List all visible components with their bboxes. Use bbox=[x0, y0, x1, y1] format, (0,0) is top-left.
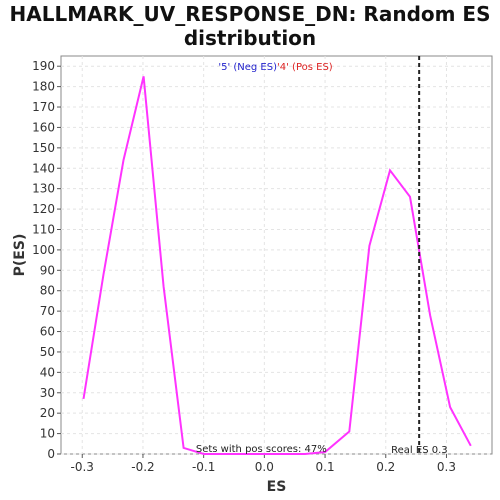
x-axis-label: ES bbox=[267, 479, 287, 495]
y-tick-label: 180 bbox=[32, 80, 55, 94]
x-tick-label: -0.1 bbox=[192, 460, 215, 474]
y-axis: 0 10 20 30 40 50 60 70 80 90 100 110 120 130 140 150 160… bbox=[32, 59, 61, 461]
y-tick-label: 150 bbox=[32, 141, 55, 155]
x-tick-label: 0.3 bbox=[437, 460, 456, 474]
x-tick-label: 0.2 bbox=[376, 460, 395, 474]
legend-pos-es: '4' (Pos ES) bbox=[277, 62, 333, 73]
y-tick-label: 100 bbox=[32, 243, 55, 257]
random-es-series-line bbox=[82, 76, 472, 455]
y-tick-label: 0 bbox=[47, 447, 55, 461]
pos-scores-annotation: Sets with pos scores: 47% bbox=[196, 444, 327, 455]
y-tick-label: 20 bbox=[40, 406, 55, 420]
y-tick-label: 40 bbox=[40, 365, 55, 379]
y-tick-label: 60 bbox=[40, 325, 55, 339]
y-tick-label: 110 bbox=[32, 222, 55, 236]
real-es-annotation: Real ES 0.3 bbox=[391, 445, 447, 456]
x-tick-label: -0.3 bbox=[71, 460, 94, 474]
chart-title-line1: HALLMARK_UV_RESPONSE_DN: Random ES bbox=[9, 2, 491, 26]
y-axis-label: P(ES) bbox=[12, 234, 28, 277]
x-tick-label: 0.1 bbox=[316, 460, 335, 474]
y-tick-label: 80 bbox=[40, 284, 55, 298]
legend-neg-es: '5' (Neg ES) bbox=[218, 62, 277, 73]
y-tick-label: 140 bbox=[32, 161, 55, 175]
chart-title: HALLMARK_UV_RESPONSE_DN: Random ES distr… bbox=[0, 2, 500, 50]
chart-title-line2: distribution bbox=[183, 26, 317, 50]
y-tick-label: 30 bbox=[40, 386, 55, 400]
y-tick-label: 190 bbox=[32, 59, 55, 73]
y-tick-label: 10 bbox=[40, 427, 55, 441]
y-tick-label: 170 bbox=[32, 100, 55, 114]
y-tick-label: 160 bbox=[32, 120, 55, 134]
x-axis: -0.3 -0.2 -0.1 0.0 0.1 0.2 0.3 bbox=[71, 454, 456, 474]
y-tick-label: 70 bbox=[40, 304, 55, 318]
y-tick-label: 90 bbox=[40, 263, 55, 277]
x-tick-label: -0.2 bbox=[131, 460, 154, 474]
y-tick-label: 130 bbox=[32, 182, 55, 196]
x-tick-label: 0.0 bbox=[255, 460, 274, 474]
plot-area bbox=[60, 55, 493, 455]
y-tick-label: 50 bbox=[40, 345, 55, 359]
y-tick-label: 120 bbox=[32, 202, 55, 216]
